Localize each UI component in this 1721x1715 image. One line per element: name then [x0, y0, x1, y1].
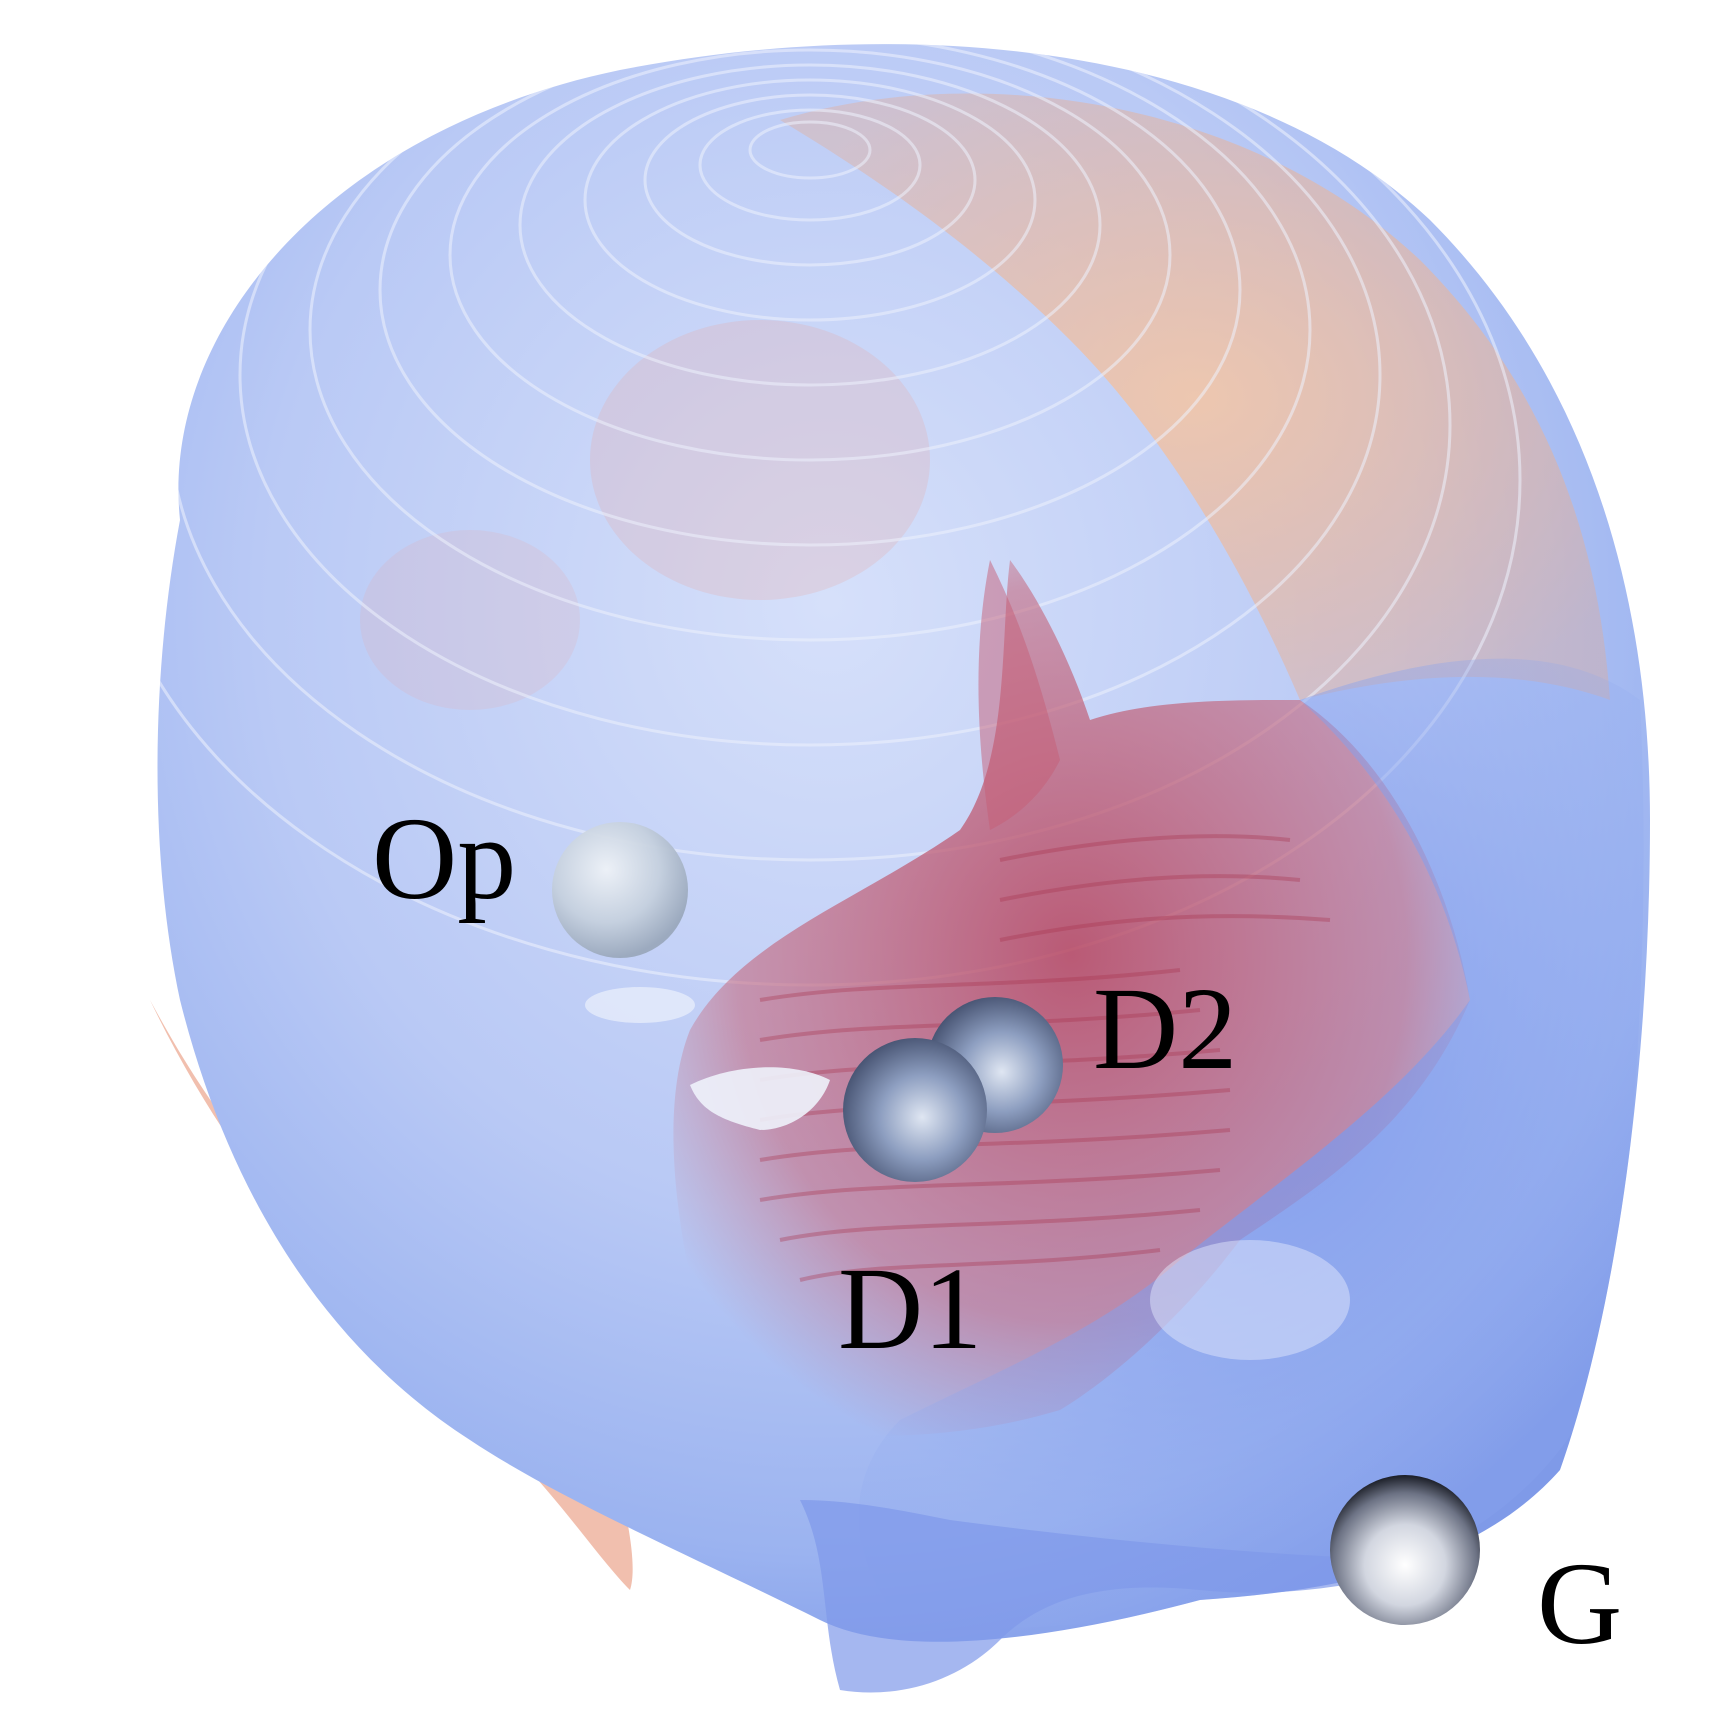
g-landmark-label: G [1537, 1538, 1623, 1669]
op-landmark-label: Op [372, 793, 517, 924]
d1-landmark-label: D1 [838, 1243, 983, 1374]
g-landmark-sphere [1330, 1475, 1480, 1625]
d2-landmark-label: D2 [1093, 963, 1238, 1094]
op-landmark-sphere [552, 822, 688, 958]
d1-landmark-sphere [843, 1038, 987, 1182]
